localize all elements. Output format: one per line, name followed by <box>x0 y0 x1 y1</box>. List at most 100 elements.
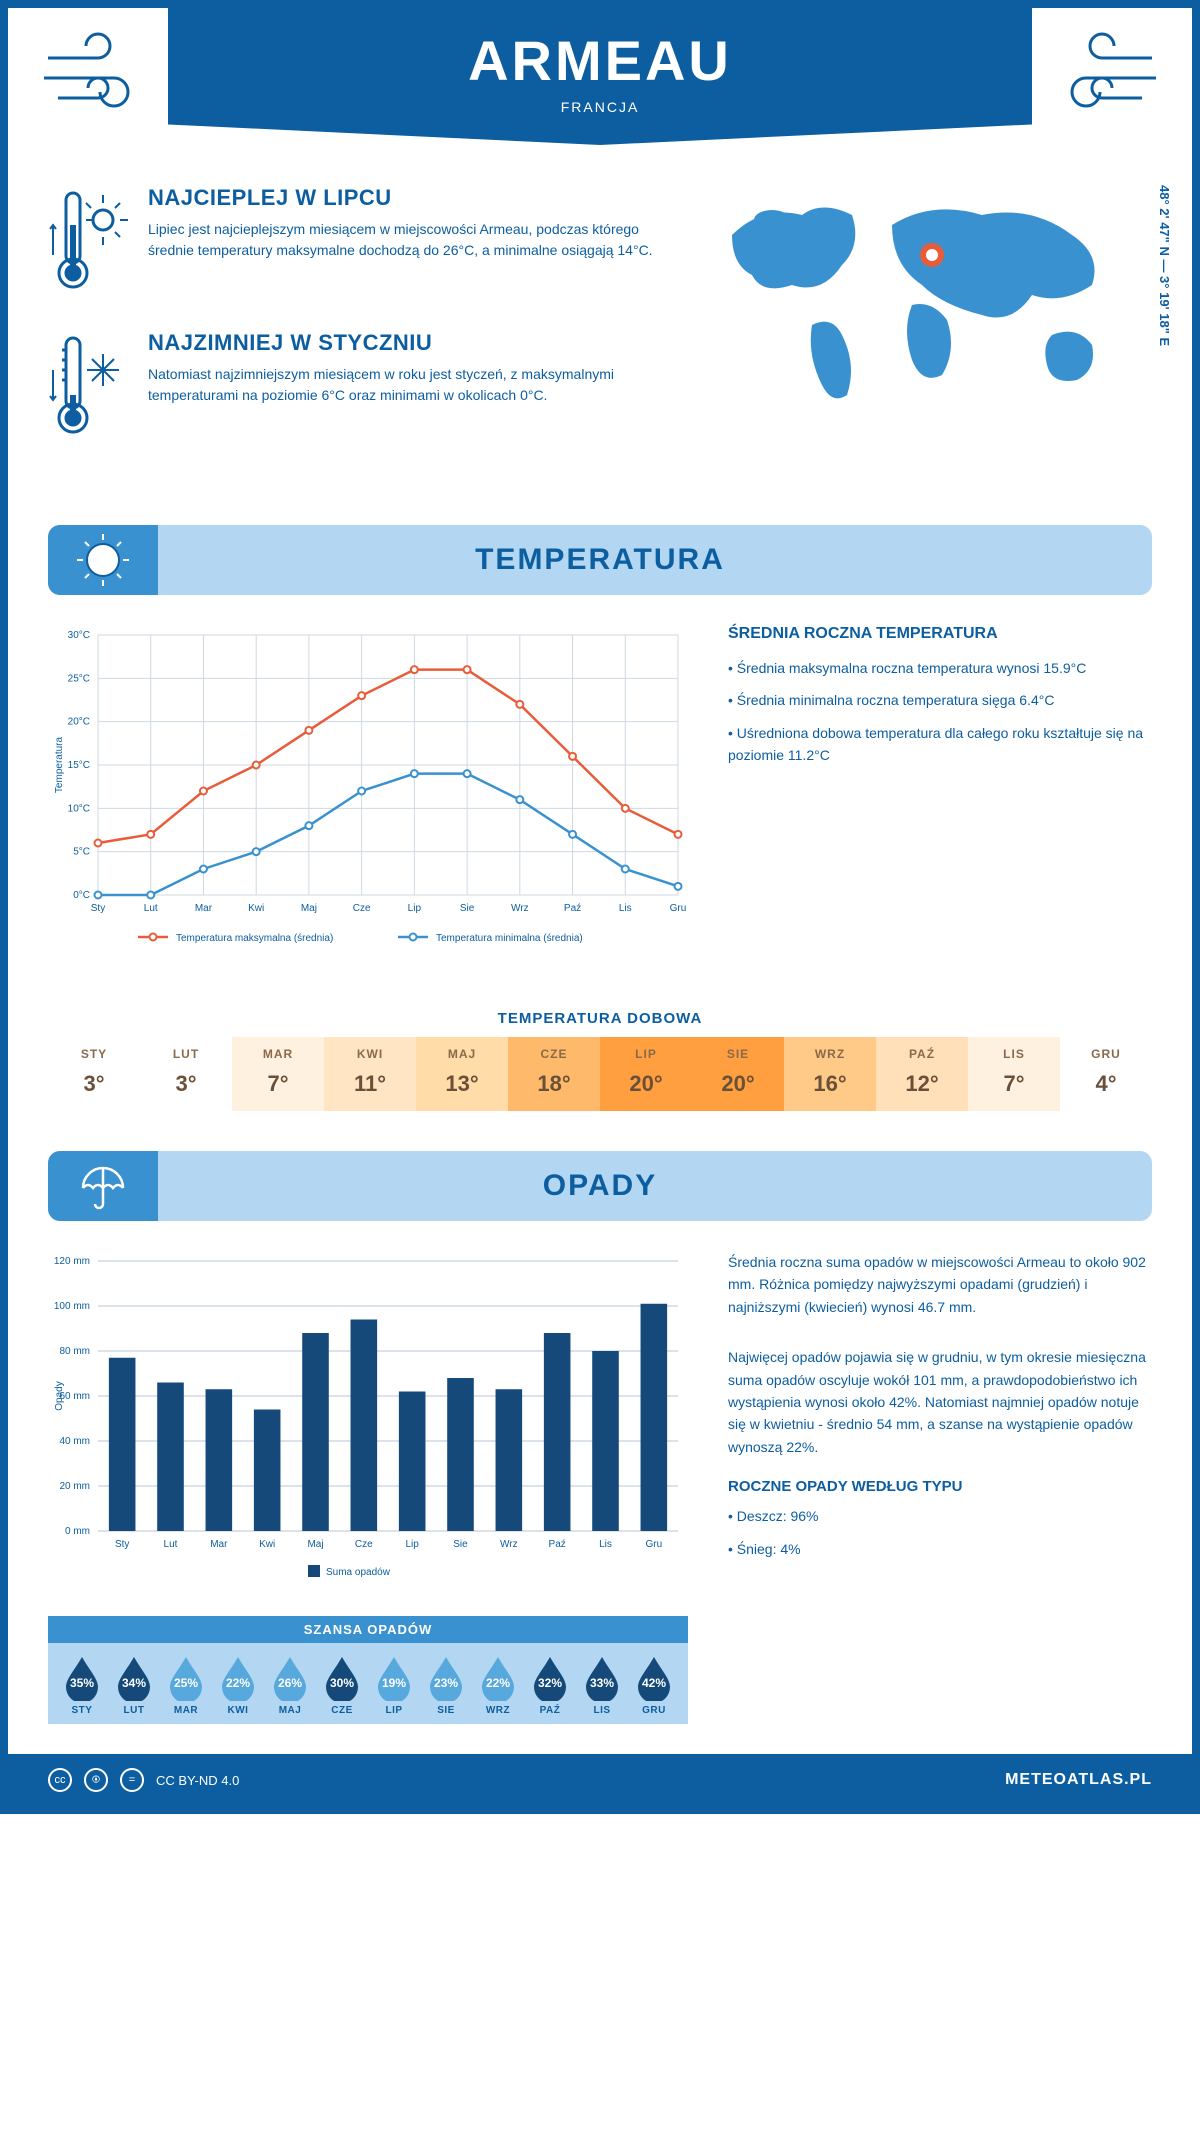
chance-cell: 30%CZE <box>316 1653 368 1716</box>
avg-temp-title: ŚREDNIA ROCZNA TEMPERATURA <box>728 625 1152 643</box>
temperature-section-header: TEMPERATURA <box>48 525 1152 595</box>
umbrella-icon <box>73 1156 133 1216</box>
svg-text:Sie: Sie <box>460 903 475 914</box>
svg-text:Wrz: Wrz <box>500 1539 518 1550</box>
site-label: METEOATLAS.PL <box>1005 1771 1152 1789</box>
temperature-summary: ŚREDNIA ROCZNA TEMPERATURA • Średnia mak… <box>728 625 1152 970</box>
svg-text:Cze: Cze <box>353 903 371 914</box>
svg-text:Temperatura maksymalna (średni: Temperatura maksymalna (średnia) <box>176 933 333 944</box>
svg-text:Wrz: Wrz <box>511 903 529 914</box>
svg-text:Temperatura minimalna (średnia: Temperatura minimalna (średnia) <box>436 933 583 944</box>
daily-cell: SIE20° <box>692 1037 784 1111</box>
sun-icon <box>73 530 133 590</box>
chance-cell: 23%SIE <box>420 1653 472 1716</box>
svg-text:Lut: Lut <box>164 1539 178 1550</box>
precipitation-title: OPADY <box>543 1169 657 1203</box>
warmest-block: NAJCIEPLEJ W LIPCU Lipiec jest najcieple… <box>48 185 682 300</box>
svg-text:20°C: 20°C <box>68 717 90 728</box>
coldest-text: Natomiast najzimniejszym miesiącem w rok… <box>148 364 682 406</box>
page-footer: cc 🅯 = CC BY-ND 4.0 METEOATLAS.PL <box>8 1754 1192 1806</box>
daily-cell: LUT3° <box>140 1037 232 1111</box>
daily-cell: MAJ13° <box>416 1037 508 1111</box>
svg-text:Cze: Cze <box>355 1539 373 1550</box>
avg-temp-bullet-0: • Średnia maksymalna roczna temperatura … <box>728 657 1152 679</box>
chance-cell: 32%PAŹ <box>524 1653 576 1716</box>
cc-icon: cc <box>48 1768 72 1792</box>
precipitation-chance-box: SZANSA OPADÓW 35%STY34%LUT25%MAR22%KWI26… <box>48 1616 688 1724</box>
daily-cell: WRZ16° <box>784 1037 876 1111</box>
chance-cell: 35%STY <box>56 1653 108 1716</box>
svg-text:Maj: Maj <box>301 903 317 914</box>
temperature-title: TEMPERATURA <box>475 543 725 577</box>
svg-text:35%: 35% <box>70 1676 94 1690</box>
temperature-line-chart: 0°C5°C10°C15°C20°C25°C30°CStyLutMarKwiMa… <box>48 625 688 970</box>
svg-text:Temperatura: Temperatura <box>54 736 65 793</box>
precipitation-section-header: OPADY <box>48 1151 1152 1221</box>
svg-text:5°C: 5°C <box>73 847 90 858</box>
svg-text:34%: 34% <box>122 1676 146 1690</box>
thermometer-hot-icon <box>48 185 128 295</box>
infographic-page: ARMEAU FRANCJA <box>0 0 1200 1814</box>
daily-temp-title: TEMPERATURA DOBOWA <box>48 1010 1152 1027</box>
svg-text:22%: 22% <box>486 1676 510 1690</box>
svg-text:Lip: Lip <box>405 1539 419 1550</box>
svg-text:120 mm: 120 mm <box>54 1256 90 1267</box>
coldest-title: NAJZIMNIEJ W STYCZNIU <box>148 330 682 356</box>
svg-text:Sie: Sie <box>453 1539 468 1550</box>
precip-text-2: Najwięcej opadów pojawia się w grudniu, … <box>728 1346 1152 1458</box>
svg-text:15°C: 15°C <box>68 760 90 771</box>
chance-cell: 22%WRZ <box>472 1653 524 1716</box>
daily-cell: GRU4° <box>1060 1037 1152 1111</box>
daily-cell: MAR7° <box>232 1037 324 1111</box>
page-header: ARMEAU FRANCJA <box>168 8 1032 145</box>
wind-icon-right <box>1022 28 1162 128</box>
chance-cell: 19%LIP <box>368 1653 420 1716</box>
svg-text:25%: 25% <box>174 1676 198 1690</box>
daily-cell: STY3° <box>48 1037 140 1111</box>
avg-temp-bullet-2: • Uśredniona dobowa temperatura dla całe… <box>728 722 1152 767</box>
avg-temp-bullet-1: • Średnia minimalna roczna temperatura s… <box>728 689 1152 711</box>
wind-icon-left <box>38 28 178 128</box>
precip-type-0: • Deszcz: 96% <box>728 1505 1152 1527</box>
svg-text:80 mm: 80 mm <box>59 1346 90 1357</box>
svg-text:30°C: 30°C <box>68 630 90 641</box>
svg-text:40 mm: 40 mm <box>59 1436 90 1447</box>
svg-text:Gru: Gru <box>645 1539 662 1550</box>
svg-text:Gru: Gru <box>670 903 687 914</box>
svg-text:32%: 32% <box>538 1676 562 1690</box>
chance-cell: 42%GRU <box>628 1653 680 1716</box>
thermometer-cold-icon <box>48 330 128 440</box>
svg-text:Kwi: Kwi <box>259 1539 275 1550</box>
by-icon: 🅯 <box>84 1768 108 1792</box>
location-title: ARMEAU <box>168 28 1032 93</box>
svg-text:33%: 33% <box>590 1676 614 1690</box>
chance-cell: 25%MAR <box>160 1653 212 1716</box>
warmest-title: NAJCIEPLEJ W LIPCU <box>148 185 682 211</box>
precip-type-title: ROCZNE OPADY WEDŁUG TYPU <box>728 1478 1152 1495</box>
svg-text:25°C: 25°C <box>68 673 90 684</box>
license-label: CC BY-ND 4.0 <box>156 1773 239 1788</box>
world-map: 48° 2' 47" N — 3° 19' 18" E <box>712 185 1152 475</box>
nd-icon: = <box>120 1768 144 1792</box>
svg-text:Lis: Lis <box>599 1539 612 1550</box>
svg-text:Lis: Lis <box>619 903 632 914</box>
svg-text:Mar: Mar <box>210 1539 228 1550</box>
location-country: FRANCJA <box>168 99 1032 115</box>
chance-cell: 34%LUT <box>108 1653 160 1716</box>
intro-row: NAJCIEPLEJ W LIPCU Lipiec jest najcieple… <box>8 165 1192 505</box>
svg-text:30%: 30% <box>330 1676 354 1690</box>
svg-text:20 mm: 20 mm <box>59 1481 90 1492</box>
svg-text:0°C: 0°C <box>73 890 90 901</box>
precipitation-bar-chart: 0 mm20 mm40 mm60 mm80 mm100 mm120 mmStyL… <box>48 1251 688 1596</box>
svg-text:Paź: Paź <box>549 1539 566 1550</box>
svg-text:Opady: Opady <box>54 1381 65 1410</box>
daily-cell: KWI11° <box>324 1037 416 1111</box>
daily-temperature-table: STY3°LUT3°MAR7°KWI11°MAJ13°CZE18°LIP20°S… <box>48 1037 1152 1111</box>
svg-text:22%: 22% <box>226 1676 250 1690</box>
chance-cell: 33%LIS <box>576 1653 628 1716</box>
svg-text:Sty: Sty <box>115 1539 129 1550</box>
svg-text:Paź: Paź <box>564 903 581 914</box>
svg-text:Sty: Sty <box>91 903 105 914</box>
chance-cell: 22%KWI <box>212 1653 264 1716</box>
svg-text:Lut: Lut <box>144 903 158 914</box>
